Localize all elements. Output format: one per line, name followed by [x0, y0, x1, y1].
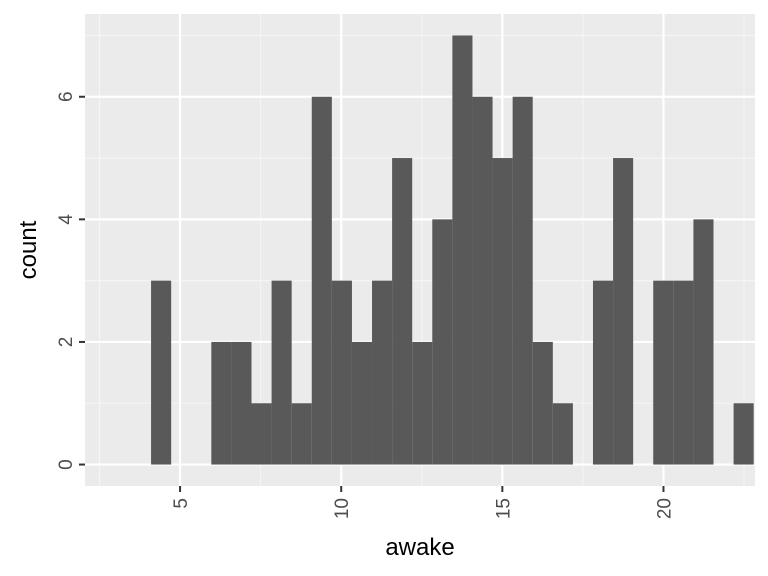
x-tick-label: 10 — [332, 498, 353, 519]
histogram-bar — [251, 403, 272, 465]
x-axis-ticks: 5 10 15 20 — [171, 486, 675, 519]
histogram-bar — [351, 341, 373, 465]
histogram-bar — [291, 403, 312, 465]
histogram-bar — [552, 403, 573, 465]
histogram-bar — [231, 341, 252, 465]
histogram-bar — [331, 280, 352, 465]
y-tick-label: 0 — [56, 459, 77, 470]
histogram-bar — [613, 158, 634, 465]
x-tick-label: 15 — [493, 498, 514, 519]
histogram-bar — [592, 280, 614, 465]
y-tick-label: 2 — [56, 337, 77, 348]
y-axis-title: count — [15, 220, 42, 279]
y-tick-label: 4 — [56, 214, 77, 225]
x-tick-label: 5 — [171, 498, 192, 509]
y-axis-ticks: 0 2 4 6 — [56, 91, 85, 470]
x-axis-title: awake — [385, 534, 454, 561]
histogram-bars — [151, 35, 754, 465]
histogram-bar — [512, 96, 533, 465]
histogram-bar — [733, 403, 754, 465]
histogram-bar — [211, 341, 232, 465]
histogram-bar — [492, 158, 513, 465]
histogram-bar — [432, 219, 453, 465]
histogram-bar — [412, 341, 433, 465]
histogram-bar — [392, 158, 413, 465]
histogram-bar — [673, 280, 694, 465]
histogram-bar — [532, 341, 553, 465]
histogram-bar — [452, 35, 473, 465]
histogram-bar — [472, 96, 493, 465]
histogram-bar — [693, 219, 714, 465]
y-tick-label: 6 — [56, 91, 77, 102]
histogram-bar — [653, 280, 674, 465]
x-tick-label: 20 — [654, 498, 675, 519]
histogram-bar — [151, 280, 172, 465]
histogram-bar — [271, 280, 292, 465]
histogram-bar — [372, 280, 393, 465]
histogram-bar — [311, 96, 332, 465]
